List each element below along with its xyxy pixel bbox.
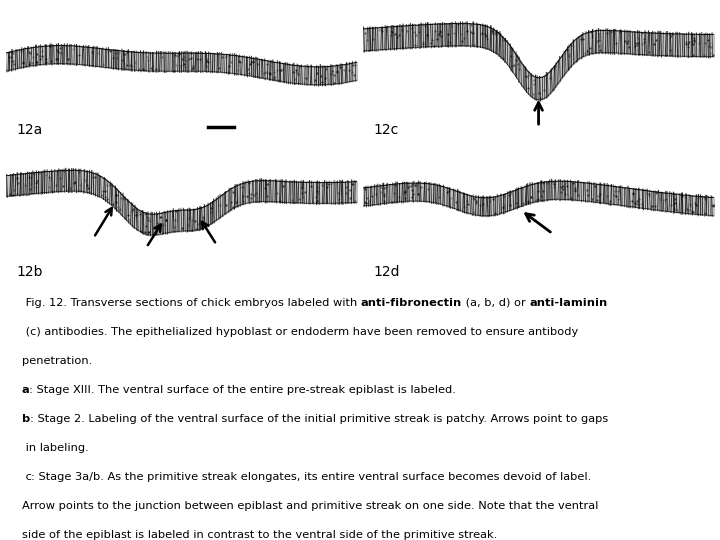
Text: a: a bbox=[22, 385, 30, 395]
Text: 12c: 12c bbox=[374, 123, 399, 137]
Text: 12b: 12b bbox=[17, 265, 42, 279]
Text: 12d: 12d bbox=[374, 265, 400, 279]
Text: (a, b, d) or: (a, b, d) or bbox=[462, 298, 529, 308]
Text: : Stage 2. Labeling of the ventral surface of the initial primitive streak is pa: : Stage 2. Labeling of the ventral surfa… bbox=[30, 414, 608, 424]
Text: in labeling.: in labeling. bbox=[22, 443, 89, 453]
Text: : Stage 3a/b. As the primitive streak elongates, its entire ventral surface beco: : Stage 3a/b. As the primitive streak el… bbox=[32, 472, 592, 482]
Text: anti-laminin: anti-laminin bbox=[529, 298, 608, 308]
Text: 12a: 12a bbox=[17, 123, 42, 137]
Text: c: c bbox=[22, 472, 32, 482]
Text: Fig. 12. Transverse sections of chick embryos labeled with: Fig. 12. Transverse sections of chick em… bbox=[22, 298, 361, 308]
Text: penetration.: penetration. bbox=[22, 356, 92, 366]
Text: (c) antibodies. The epithelialized hypoblast or endoderm have been removed to en: (c) antibodies. The epithelialized hypob… bbox=[22, 327, 578, 337]
Text: side of the epiblast is labeled in contrast to the ventral side of the primitive: side of the epiblast is labeled in contr… bbox=[22, 530, 497, 540]
Text: : Stage XIII. The ventral surface of the entire pre-streak epiblast is labeled.: : Stage XIII. The ventral surface of the… bbox=[30, 385, 456, 395]
Text: b: b bbox=[22, 414, 30, 424]
Text: Arrow points to the junction between epiblast and primitive streak on one side. : Arrow points to the junction between epi… bbox=[22, 501, 598, 511]
Text: anti-fibronectin: anti-fibronectin bbox=[361, 298, 462, 308]
